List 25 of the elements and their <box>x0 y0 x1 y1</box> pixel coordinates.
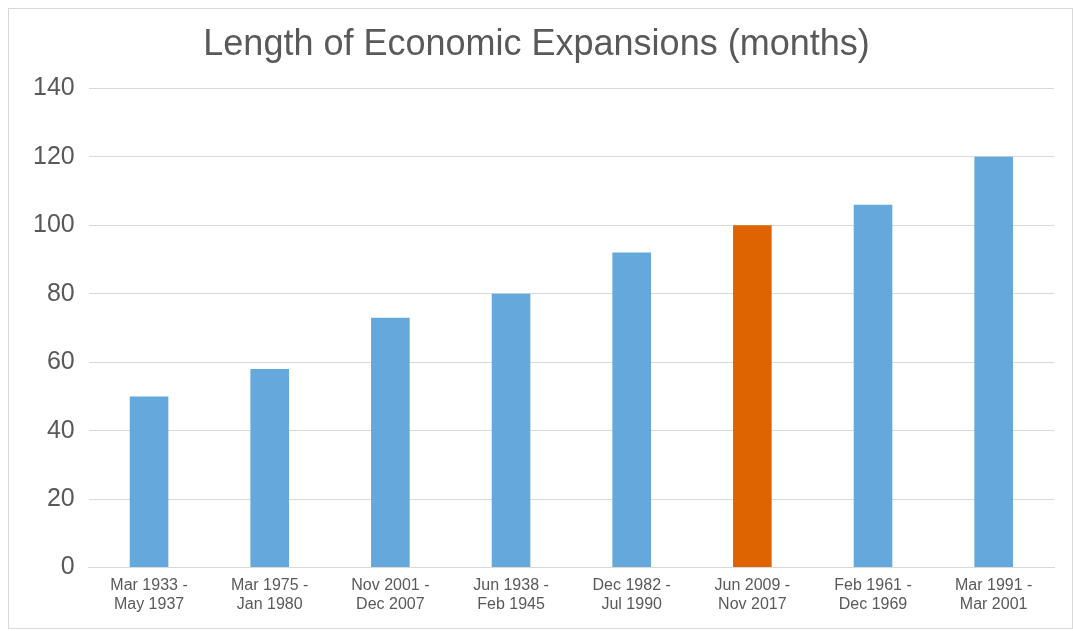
y-tick-label: 140 <box>32 72 75 101</box>
y-tick-label: 60 <box>46 346 75 375</box>
x-tick-label: Nov 2001 - Dec 2007 <box>351 575 430 612</box>
x-tick-label: Jun 1938 - Feb 1945 <box>473 575 549 612</box>
bar <box>974 156 1013 568</box>
x-tick-label: Dec 1982 - Jul 1990 <box>592 575 671 612</box>
bar <box>612 252 651 568</box>
y-tick-label: 80 <box>46 277 75 306</box>
x-tick-label: Mar 1975 - Jan 1980 <box>231 575 309 612</box>
x-tick-label: Mar 1991 - Mar 2001 <box>954 575 1033 612</box>
x-tick-label: Mar 1933 - May 1937 <box>110 575 188 612</box>
bar <box>853 204 893 568</box>
y-tick-label: 100 <box>32 209 75 238</box>
bar <box>733 225 772 568</box>
bar <box>371 317 410 568</box>
bar <box>129 396 169 568</box>
x-tick-label: Feb 1961 - Dec 1969 <box>834 575 912 612</box>
y-tick-label: 20 <box>46 483 75 511</box>
y-tick-label: 120 <box>32 140 75 169</box>
x-tick-label: Jun 2009 - Nov 2017 <box>714 575 791 612</box>
y-tick-label: 0 <box>60 551 75 580</box>
chart-title: Length of Economic Expansions (months) <box>203 21 870 63</box>
bar <box>250 368 290 568</box>
y-tick-label: 40 <box>46 414 75 443</box>
bar <box>491 293 531 568</box>
